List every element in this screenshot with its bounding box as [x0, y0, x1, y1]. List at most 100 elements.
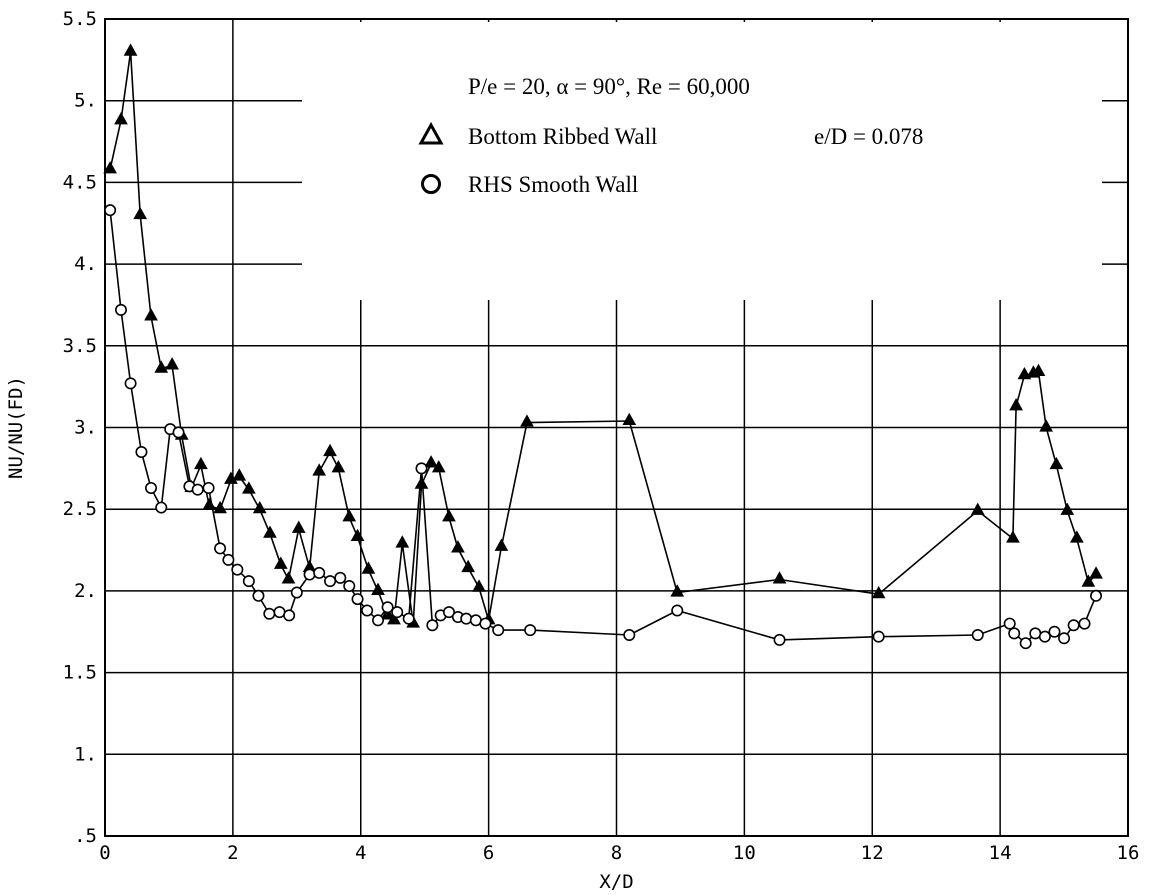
x-tick-label: 6: [483, 842, 494, 864]
annotation-params: P/e = 20, α = 90°, Re = 60,000: [468, 74, 750, 99]
legend-background: [302, 22, 1102, 300]
y-tick-labels: .5 1. 1.5 2. 2.5 3. 3.5 4. 4.5 5. 5.5: [63, 8, 97, 847]
x-tick-label: 10: [733, 842, 756, 864]
y-tick-label: 5.: [74, 90, 97, 112]
x-tick-label: 0: [99, 842, 110, 864]
data-point-triangle: [342, 509, 357, 522]
data-point-circle: [1078, 617, 1091, 630]
data-point-triangle: [622, 412, 637, 426]
data-point-circle: [1019, 637, 1032, 650]
x-tick-label: 16: [1117, 842, 1140, 864]
data-point-circle: [313, 566, 326, 579]
y-tick-label: .5: [74, 825, 97, 847]
y-axis-label: NU/NU(FD): [5, 376, 27, 479]
data-point-circle: [145, 481, 158, 494]
data-point-circle: [372, 614, 385, 627]
data-point-triangle: [144, 308, 158, 321]
data-point-triangle: [154, 360, 169, 373]
data-point-triangle: [414, 476, 429, 489]
data-point-triangle: [194, 456, 208, 470]
x-axis-label: X/D: [599, 871, 633, 893]
data-point-circle: [415, 462, 428, 475]
data-point-triangle: [281, 571, 296, 584]
data-point-triangle: [670, 584, 685, 597]
data-point-triangle: [123, 43, 138, 56]
legend-circle-marker: [421, 174, 441, 194]
data-point-circle: [202, 481, 215, 494]
data-point-triangle: [1060, 502, 1075, 515]
data-point-circle: [135, 446, 148, 459]
data-point-triangle: [350, 528, 365, 542]
data-point-circle: [124, 377, 137, 390]
legend-circle-shape: [421, 174, 441, 194]
x-tick-label: 14: [989, 842, 1012, 864]
data-point-circle: [492, 624, 505, 637]
data-point-triangle: [312, 463, 327, 476]
data-point-circle: [155, 501, 168, 514]
data-point-circle: [283, 609, 296, 622]
data-point-triangle: [242, 481, 256, 494]
x-tick-label: 8: [611, 842, 622, 864]
data-point-triangle: [114, 112, 128, 125]
data-point-triangle: [202, 497, 217, 510]
data-point-circle: [391, 606, 404, 619]
data-point-triangle: [387, 612, 401, 625]
data-point-triangle: [431, 460, 446, 473]
data-point-circle: [324, 575, 337, 588]
data-point-triangle: [1089, 566, 1103, 579]
data-point-triangle: [871, 585, 886, 599]
data-point-triangle: [331, 460, 346, 473]
data-point-triangle: [494, 538, 509, 551]
data-point-circle: [231, 563, 244, 576]
data-point-circle: [263, 607, 276, 620]
data-point-circle: [303, 568, 316, 581]
y-tick-label: 2.5: [63, 498, 97, 520]
data-point-triangle: [1049, 456, 1064, 470]
data-point-circle: [381, 601, 394, 614]
data-point-circle: [172, 426, 185, 439]
data-point-triangle: [1006, 530, 1020, 543]
data-point-circle: [402, 612, 415, 625]
data-point-triangle: [520, 414, 534, 427]
x-tick-label: 4: [355, 842, 366, 864]
y-tick-label: 1.5: [63, 662, 97, 684]
data-point-circle: [773, 633, 786, 646]
data-point-triangle: [461, 559, 476, 573]
data-point-triangle: [361, 561, 376, 574]
data-point-circle: [442, 606, 455, 619]
data-point-triangle: [1031, 363, 1046, 377]
data-point-circle: [222, 553, 235, 566]
data-point-circle: [104, 204, 117, 217]
y-tick-label: 4.5: [63, 171, 97, 193]
data-point-triangle: [442, 509, 456, 522]
data-point-triangle: [252, 500, 267, 514]
data-point-triangle: [772, 571, 787, 584]
data-point-circle: [460, 612, 473, 625]
data-point-circle: [1008, 627, 1021, 640]
data-point-triangle: [371, 582, 385, 595]
data-point-triangle: [103, 161, 117, 174]
plot-frame: [104, 18, 1129, 837]
data-point-triangle: [380, 607, 395, 620]
data-point-triangle: [133, 206, 148, 220]
y-tick-label: 4.: [74, 253, 97, 275]
data-point-triangle: [970, 502, 985, 515]
data-point-triangle: [1009, 397, 1023, 411]
data-point-circle: [1048, 625, 1061, 638]
data-point-triangle: [424, 455, 438, 468]
data-point-triangle: [165, 357, 179, 370]
data-point-circle: [361, 604, 374, 617]
data-point-circle: [114, 303, 127, 316]
data-point-circle: [242, 575, 255, 588]
data-point-circle: [214, 542, 227, 555]
x-tick-labels: 0 2 4 6 8 10 12 14 16: [99, 842, 1139, 864]
legend-triangle-marker: [418, 121, 444, 145]
data-point-circle: [1067, 619, 1080, 632]
y-tick-label: 5.5: [63, 8, 97, 30]
legend-entry-rhs-smooth-wall: RHS Smooth Wall: [468, 172, 638, 197]
data-point-circle: [1090, 589, 1103, 602]
data-point-triangle: [1039, 419, 1054, 432]
data-point-circle: [1003, 617, 1016, 630]
legend-triangle-shape: [418, 121, 444, 145]
data-point-circle: [872, 630, 885, 643]
